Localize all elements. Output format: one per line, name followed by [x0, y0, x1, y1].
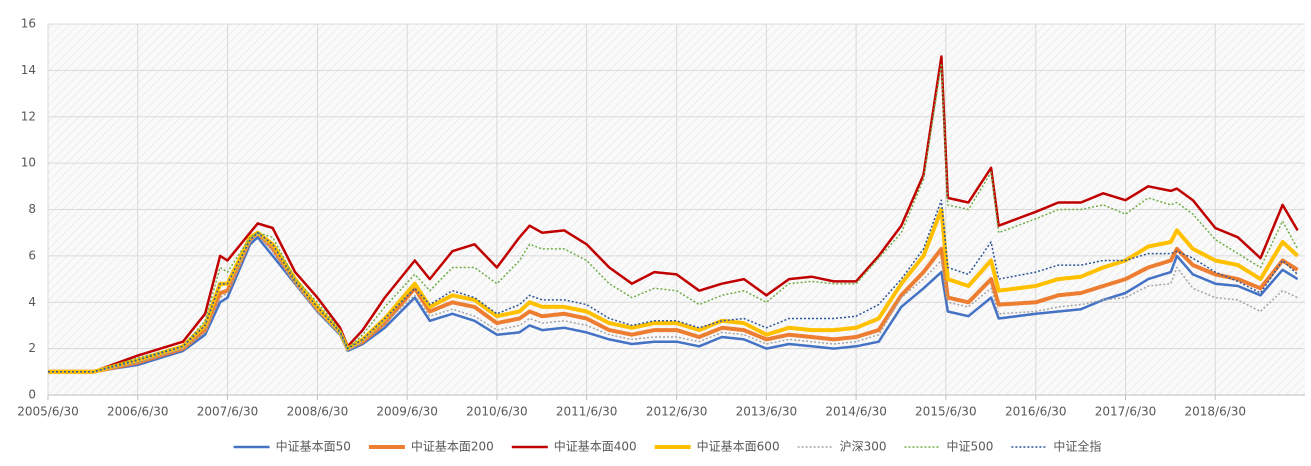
- x-tick-label: 2012/6/30: [646, 405, 708, 419]
- y-tick-label: 10: [21, 156, 36, 170]
- legend-label: 中证全指: [1053, 439, 1101, 454]
- y-tick-label: 8: [28, 202, 36, 216]
- legend-label: 沪深300: [840, 440, 887, 454]
- series-line: [48, 62, 1299, 373]
- legend-label: 中证基本面400: [554, 439, 637, 454]
- x-tick-label: 2009/6/30: [376, 405, 438, 419]
- series-line: [48, 55, 1299, 374]
- y-tick-label: 14: [21, 63, 36, 77]
- x-tick-label: 2018/6/30: [1185, 405, 1247, 419]
- x-tick-label: 2014/6/30: [825, 405, 887, 419]
- series-line: [48, 207, 1299, 374]
- x-tick-label: 2011/6/30: [556, 405, 618, 419]
- y-tick-label: 12: [21, 109, 36, 123]
- y-tick-label: 4: [28, 295, 36, 309]
- x-tick-label: 2006/6/30: [107, 405, 169, 419]
- x-tick-label: 2007/6/30: [197, 405, 259, 419]
- legend-label: 中证基本面50: [276, 439, 351, 454]
- series-line: [48, 231, 1298, 373]
- x-tick-label: 2015/6/30: [915, 405, 977, 419]
- x-tick-label: 2008/6/30: [287, 405, 349, 419]
- legend-label: 中证基本面600: [697, 439, 780, 454]
- legend-label: 中证500: [946, 439, 993, 454]
- x-tick-label: 2010/6/30: [466, 405, 528, 419]
- y-tick-label: 2: [28, 341, 36, 355]
- x-tick-label: 2017/6/30: [1095, 405, 1157, 419]
- x-tick-label: 2005/6/30: [17, 405, 79, 419]
- x-tick-label: 2013/6/30: [736, 405, 798, 419]
- y-tick-label: 0: [28, 388, 36, 402]
- legend-label: 中证基本面200: [411, 439, 494, 454]
- x-tick-label: 2016/6/30: [1005, 405, 1067, 419]
- y-tick-label: 16: [21, 17, 36, 31]
- y-tick-label: 6: [28, 248, 36, 262]
